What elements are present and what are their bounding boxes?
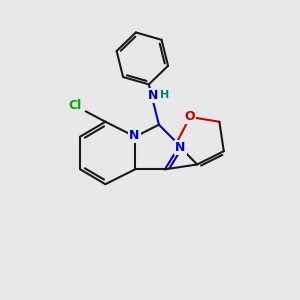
Text: H: H [160, 90, 170, 100]
Text: N: N [148, 89, 158, 102]
Text: N: N [129, 129, 140, 142]
Text: N: N [175, 140, 185, 154]
Text: O: O [185, 110, 195, 123]
Text: Cl: Cl [69, 99, 82, 112]
